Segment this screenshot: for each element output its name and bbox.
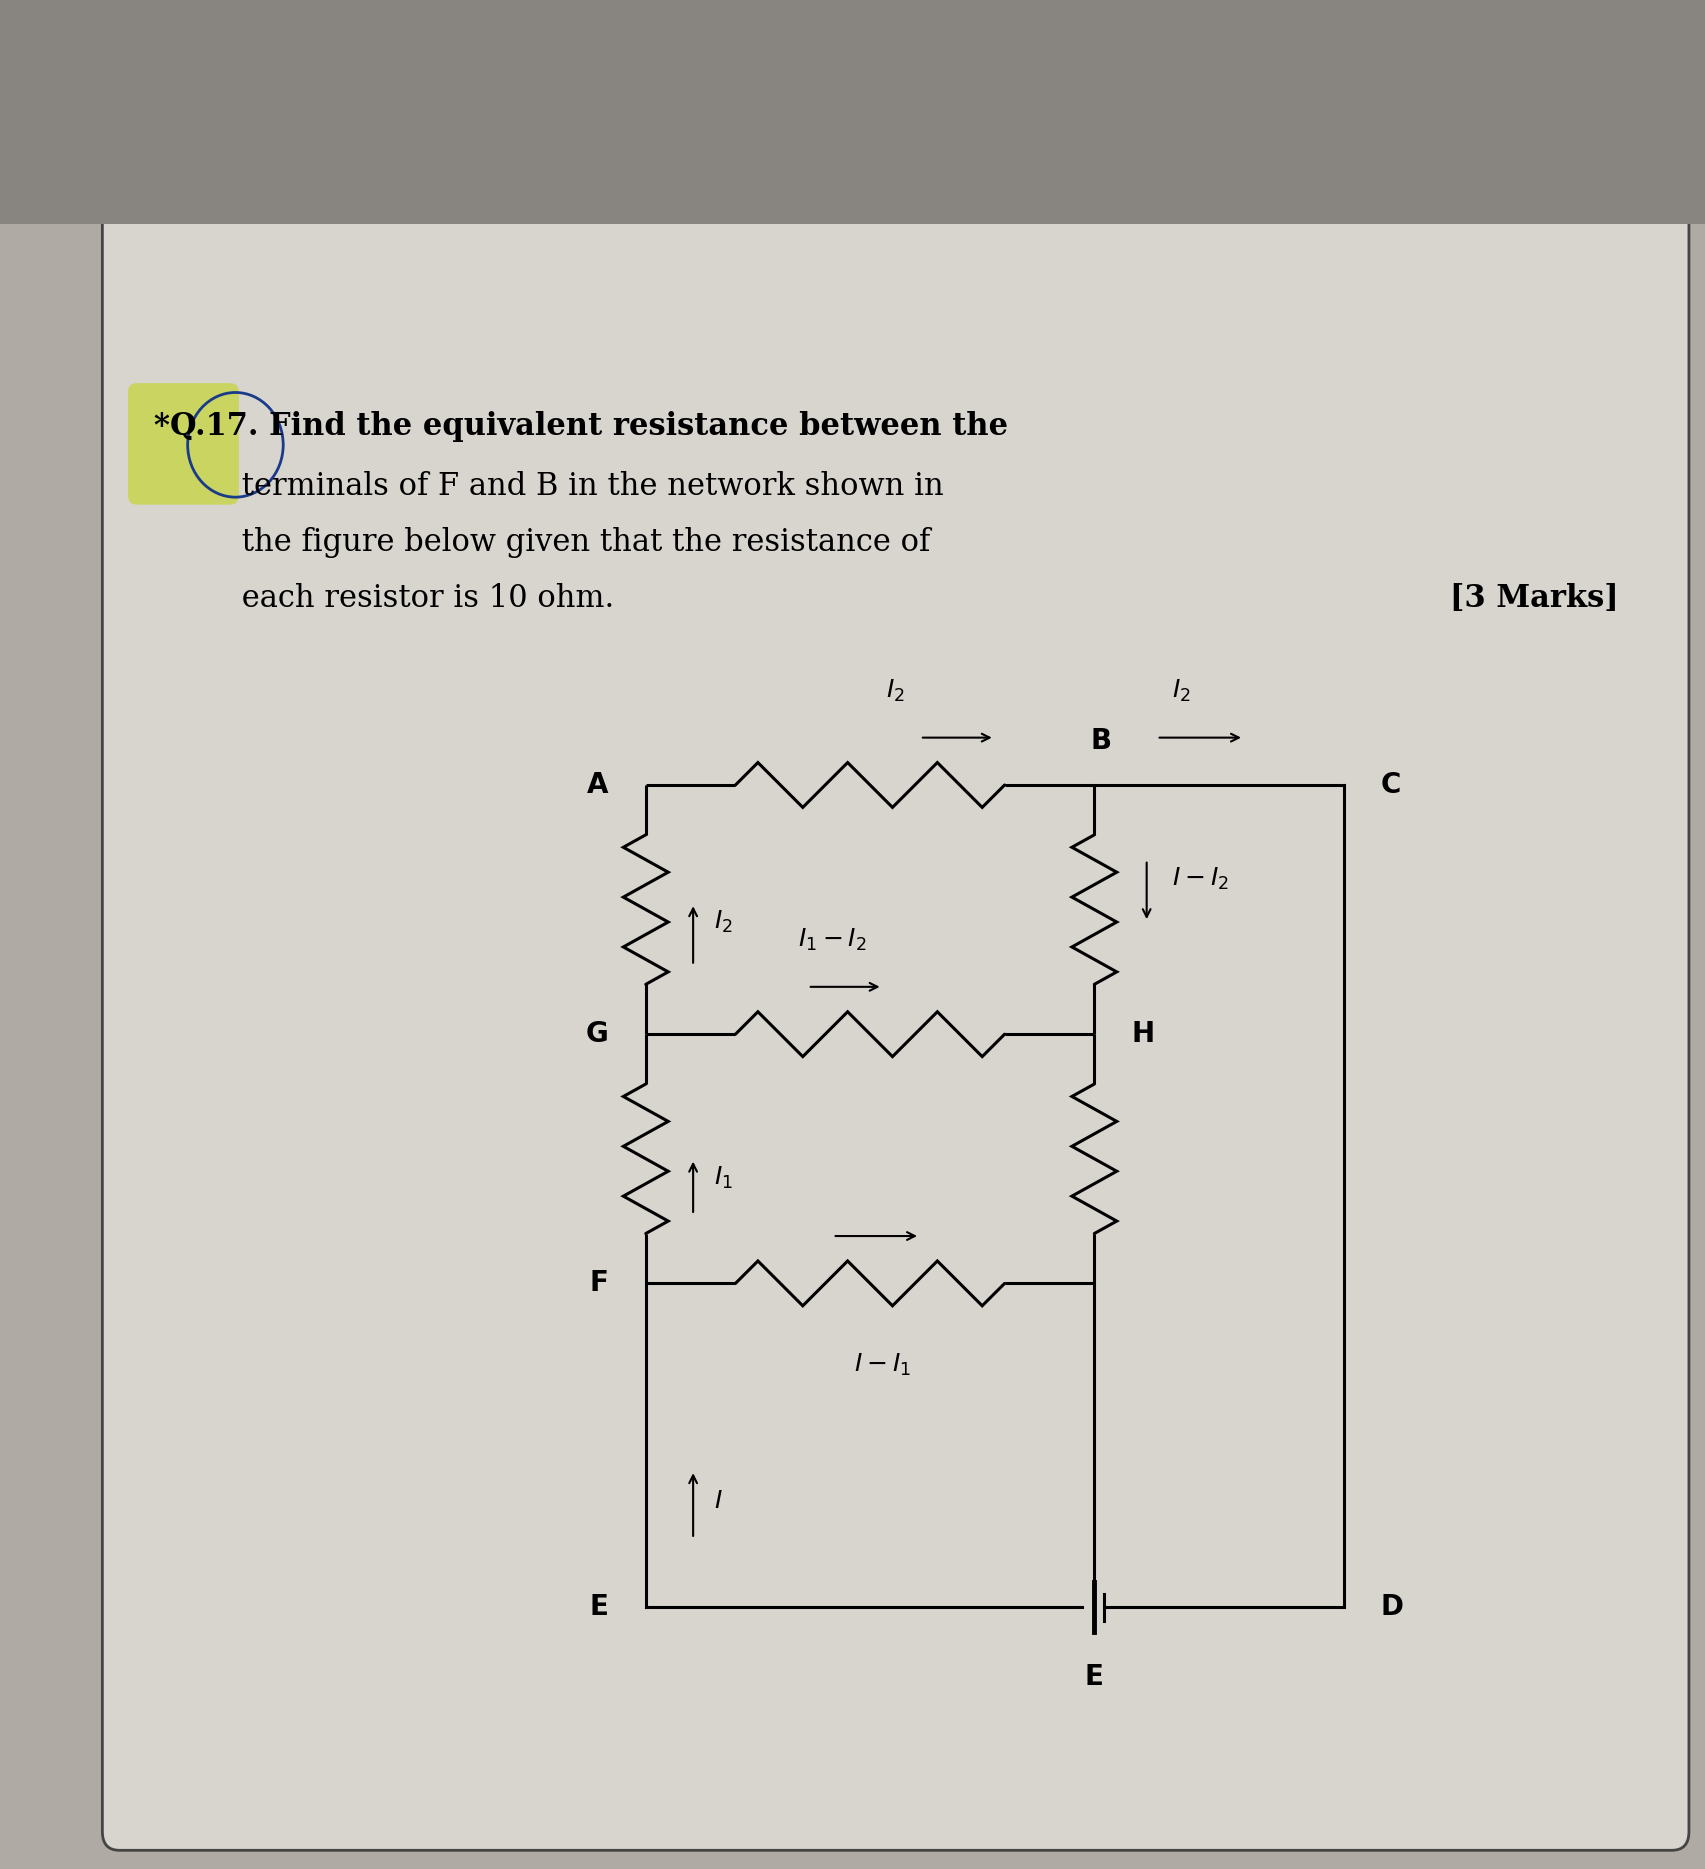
Text: B: B (1089, 727, 1110, 755)
Text: $I_1$: $I_1$ (714, 1164, 733, 1191)
Text: $I_2$: $I_2$ (885, 678, 904, 705)
Text: *Q.17. Find the equivalent resistance between the: *Q.17. Find the equivalent resistance be… (153, 411, 1008, 443)
Text: F: F (590, 1269, 609, 1297)
FancyBboxPatch shape (102, 37, 1688, 1850)
Text: each resistor is 10 ohm.: each resistor is 10 ohm. (153, 583, 614, 615)
Text: terminals of F and B in the network shown in: terminals of F and B in the network show… (153, 471, 943, 503)
Text: A: A (587, 772, 609, 798)
Text: $I - I_1$: $I - I_1$ (854, 1351, 910, 1377)
Text: D: D (1379, 1594, 1403, 1620)
Text: C: C (1379, 772, 1400, 798)
Text: $I$: $I$ (714, 1490, 723, 1514)
Text: E: E (1084, 1663, 1103, 1691)
Bar (0, 0, 1705, 224)
Text: $I - I_2$: $I - I_2$ (1171, 865, 1228, 892)
Text: G: G (585, 1020, 609, 1049)
Text: the figure below given that the resistance of: the figure below given that the resistan… (153, 527, 929, 559)
Text: $I_2$: $I_2$ (714, 908, 733, 934)
Text: $I_1 - I_2$: $I_1 - I_2$ (798, 927, 866, 953)
Text: H: H (1130, 1020, 1154, 1049)
Text: $I_2$: $I_2$ (1171, 678, 1190, 705)
FancyBboxPatch shape (128, 383, 239, 505)
Text: E: E (590, 1594, 609, 1620)
Text: [3 Marks]: [3 Marks] (1449, 583, 1618, 615)
